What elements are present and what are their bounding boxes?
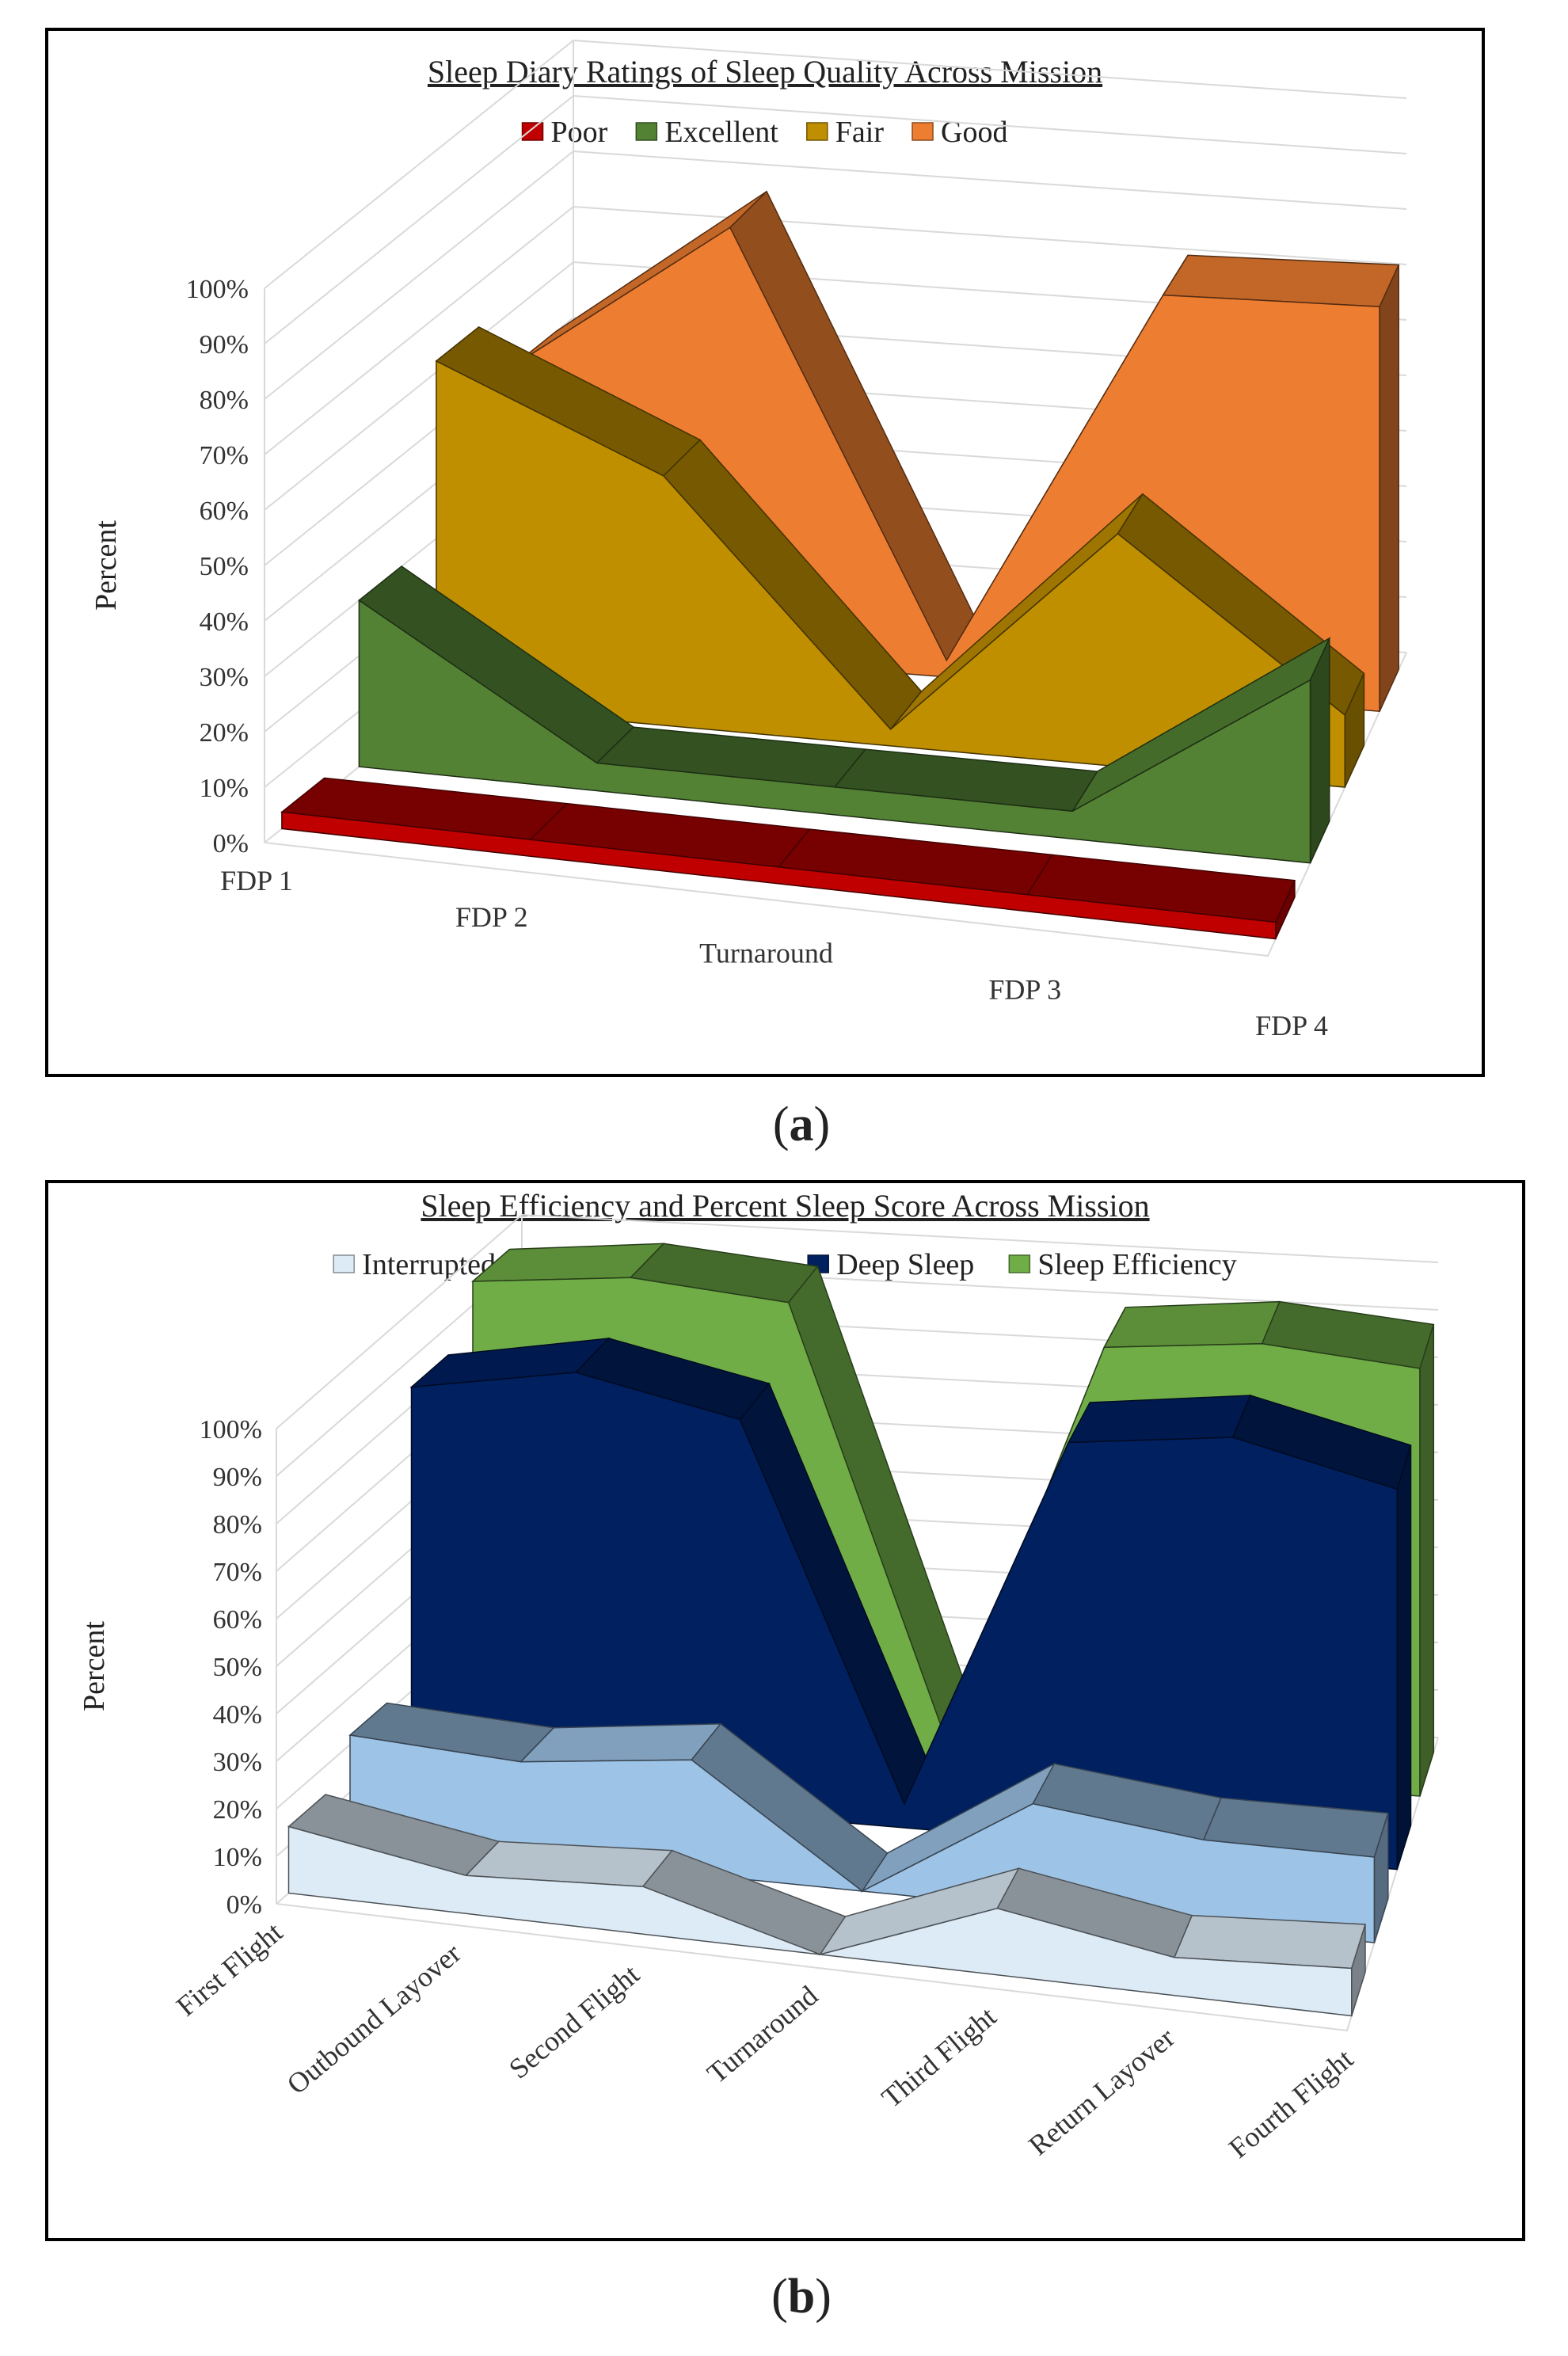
chart-b-x-tick-label: Third Flight bbox=[876, 2000, 1003, 2114]
chart-b-series-end-face bbox=[1373, 1813, 1389, 1943]
chart-b-x-tick-label: Second Flight bbox=[503, 1958, 645, 2085]
caption-b-letter: b bbox=[787, 2270, 816, 2324]
chart-b-y-axis-title: Percent bbox=[78, 1621, 111, 1711]
chart-panel-a: Sleep Diary Ratings of Sleep Quality Acr… bbox=[45, 28, 1485, 1077]
chart-a-legend-swatch-fair bbox=[806, 122, 828, 141]
chart-b-series-top-segment bbox=[1068, 1395, 1252, 1444]
chart-a-legend: Poor Excellent Fair Good bbox=[521, 116, 1007, 149]
chart-b-svg: Sleep Efficiency and Percent Sleep Score… bbox=[78, 1188, 1439, 2164]
chart-a-legend-label-excellent: Excellent bbox=[664, 116, 778, 149]
chart-a-y-tick-label: 100% bbox=[186, 275, 249, 304]
chart-b-legend-label-sleep-efficiency: Sleep Efficiency bbox=[1037, 1248, 1236, 1281]
chart-b-y-tick-label: 70% bbox=[213, 1558, 262, 1587]
chart-a-legend-swatch-excellent bbox=[635, 122, 658, 141]
chart-a-legend-label-fair: Fair bbox=[835, 116, 885, 149]
chart-a-y-tick-label: 30% bbox=[200, 663, 249, 692]
chart-a-y-tick-label: 80% bbox=[200, 386, 249, 415]
chart-b-y-tick-label: 90% bbox=[213, 1463, 262, 1492]
caption-b: (b) bbox=[771, 2270, 832, 2324]
caption-a-letter: a bbox=[789, 1098, 814, 1151]
chart-a-y-tick-label: 50% bbox=[200, 552, 249, 581]
chart-a-series-end-face bbox=[1344, 672, 1365, 788]
chart-a-y-axis-title: Percent bbox=[89, 520, 123, 611]
chart-b-legend-label-deep-sleep: Deep Sleep bbox=[836, 1248, 974, 1281]
chart-a-x-tick-label: FDP 4 bbox=[1255, 1010, 1328, 1041]
chart-b-y-tick-label: 40% bbox=[213, 1700, 262, 1730]
chart-b-y-tick-label: 20% bbox=[213, 1795, 262, 1825]
chart-b-x-tick-label: Turnaround bbox=[701, 1979, 824, 2089]
chart-a-y-tick-label: 20% bbox=[200, 718, 249, 748]
chart-b-series-end-face bbox=[1396, 1444, 1412, 1870]
chart-b-legend-swatch-sleep-efficiency bbox=[1008, 1254, 1031, 1273]
chart-b-y-tick-label: 80% bbox=[213, 1510, 262, 1540]
chart-b-series-end-face bbox=[1351, 1924, 1366, 2016]
chart-a-y-tick-label: 40% bbox=[200, 607, 249, 637]
caption-a: (a) bbox=[772, 1098, 831, 1151]
chart-b-x-tick-label: First Flight bbox=[170, 1916, 288, 2022]
chart-b-series-interrupted-sleep bbox=[287, 1794, 1367, 2017]
chart-b-x-tick-label: Fourth Flight bbox=[1223, 2042, 1359, 2164]
chart-b-series-top-segment bbox=[1103, 1300, 1281, 1349]
chart-b-y-tick-label: 50% bbox=[213, 1653, 262, 1682]
chart-a-legend-label-good: Good bbox=[941, 116, 1007, 149]
chart-a-y-tick-label: 70% bbox=[200, 441, 249, 470]
chart-b-x-tick-label: Return Layover bbox=[1022, 2022, 1181, 2162]
chart-b-y-tick-label: 10% bbox=[213, 1843, 262, 1872]
chart-a-series-end-face bbox=[1275, 880, 1296, 939]
chart-a-series-excellent bbox=[358, 565, 1331, 864]
chart-a-y-tick-label: 90% bbox=[200, 330, 249, 360]
chart-b-legend-swatch-interrupted-sleep bbox=[333, 1254, 355, 1273]
chart-a-title: Sleep Diary Ratings of Sleep Quality Acr… bbox=[428, 54, 1102, 89]
chart-a-series-end-face bbox=[1309, 638, 1330, 864]
chart-a-svg: Sleep Diary Ratings of Sleep Quality Acr… bbox=[89, 39, 1407, 1041]
chart-a-series-fair bbox=[435, 326, 1365, 788]
chart-b-y-tick-label: 0% bbox=[226, 1890, 262, 1920]
chart-a-x-tick-label: FDP 2 bbox=[455, 901, 528, 933]
chart-b-y-tick-label: 60% bbox=[213, 1605, 262, 1635]
chart-a-legend-label-poor: Poor bbox=[551, 116, 608, 149]
chart-a-y-tick-label: 60% bbox=[200, 497, 249, 526]
chart-b-series-light-sleep bbox=[348, 1702, 1389, 1943]
chart-panel-b: Sleep Efficiency and Percent Sleep Score… bbox=[45, 1180, 1525, 2241]
chart-b-x-tick-label: Outbound Layover bbox=[281, 1937, 467, 2100]
chart-a-series-end-face bbox=[1379, 265, 1399, 712]
chart-b-y-tick-label: 100% bbox=[200, 1415, 262, 1444]
chart-a-x-tick-label: Turnaround bbox=[699, 938, 833, 969]
chart-b-series-end-face bbox=[1419, 1324, 1435, 1797]
chart-a-y-tick-label: 0% bbox=[213, 829, 249, 858]
chart-a-x-tick-label: FDP 3 bbox=[988, 973, 1061, 1005]
chart-a-y-tick-label: 10% bbox=[200, 774, 249, 803]
chart-a-series-poor bbox=[280, 777, 1296, 940]
chart-a-legend-swatch-poor bbox=[521, 122, 544, 141]
chart-a-legend-swatch-good bbox=[911, 122, 934, 141]
chart-b-title: Sleep Efficiency and Percent Sleep Score… bbox=[421, 1188, 1149, 1224]
chart-a-x-tick-label: FDP 1 bbox=[220, 865, 293, 896]
chart-b-y-tick-label: 30% bbox=[213, 1748, 262, 1777]
